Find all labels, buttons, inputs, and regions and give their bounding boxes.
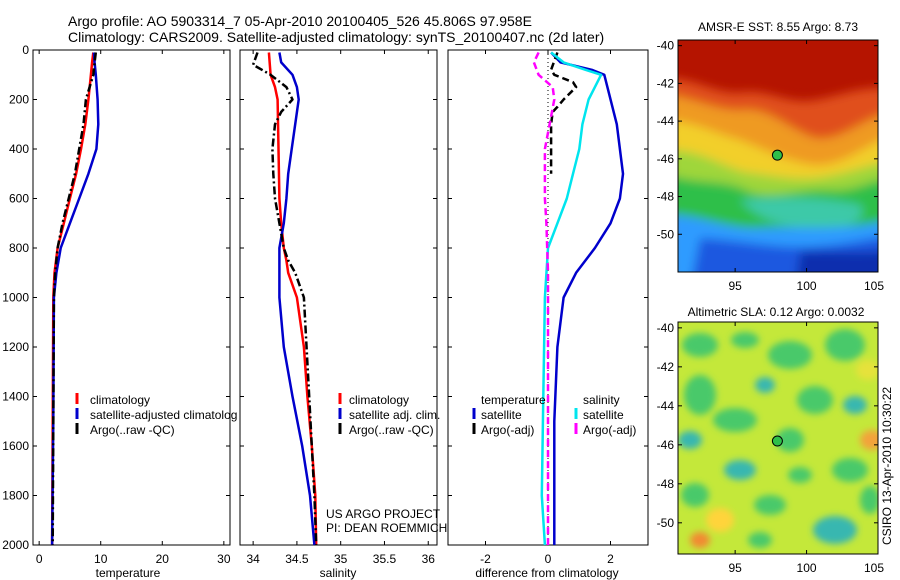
vertical-timestamp: CSIRO 13-Apr-2010 10:30:22: [880, 387, 894, 545]
temperature-panel: 0 200 400 600 800 1000 1200 1400 1600 1800 2000 0 1…: [2, 43, 237, 580]
x-tick-label: 30: [217, 552, 231, 566]
difference-y-ticks: [448, 49, 648, 546]
x-tick-label: 36: [422, 552, 436, 566]
legend-label-temp-argo: Argo(-adj): [481, 423, 534, 437]
lon-tick-label: 95: [728, 561, 742, 575]
y-tick-label: 1800: [2, 489, 29, 503]
salinity-y-ticks: [240, 49, 437, 546]
lat-tick-label: -46: [657, 438, 675, 452]
series-line-argo-raw-qc-: [51, 52, 98, 546]
sla-map-title: Altimetric SLA: 0.12 Argo: 0.0032: [688, 305, 865, 319]
series-line-argo-raw-qc-: [251, 52, 318, 546]
legend-heading-salinity: salinity: [583, 393, 620, 407]
temperature-series: [50, 52, 100, 546]
salinity-panel: 34 34.5 35 35.5 36 salinity climatology sate…: [239, 49, 447, 580]
sla-map-frame: [677, 321, 879, 555]
difference-x-ticks: -2 0 2: [480, 50, 614, 566]
y-tick-label: 200: [9, 93, 29, 107]
lat-tick-label: -40: [657, 321, 675, 335]
lat-tick-label: -40: [657, 39, 675, 53]
y-tick-label: 400: [9, 142, 29, 156]
x-tick-label: 34: [246, 552, 260, 566]
series-line-salinity-satellite: [540, 51, 603, 546]
temperature-xlabel: temperature: [96, 566, 161, 580]
x-tick-label: 10: [94, 552, 108, 566]
temperature-x-ticks: 0 10 20 30: [36, 50, 231, 566]
difference-panel: -2 0 2 difference from climatology tempera…: [447, 49, 649, 580]
y-tick-label: 1200: [2, 340, 29, 354]
salinity-xlabel: salinity: [320, 566, 357, 580]
lat-tick-label: -42: [657, 76, 675, 90]
lon-tick-label: 105: [864, 279, 884, 293]
sla-map-x-ticks: 95 100 105: [728, 322, 884, 575]
credit-pi: PI: DEAN ROEMMICH: [326, 521, 447, 535]
x-tick-label: 2: [607, 552, 614, 566]
lon-tick-label: 95: [728, 279, 742, 293]
lat-tick-label: -48: [657, 190, 675, 204]
legend-label-argo-raw: Argo(..raw -QC): [90, 423, 175, 437]
lon-tick-label: 105: [864, 561, 884, 575]
y-tick-label: 800: [9, 241, 29, 255]
lat-tick-label: -42: [657, 360, 675, 374]
difference-legend: temperature satellite Argo(-adj) salinit…: [472, 393, 636, 437]
legend-label-temp-satellite: satellite: [481, 408, 522, 422]
x-tick-label: 0: [545, 552, 552, 566]
y-tick-label: 600: [9, 192, 29, 206]
series-line-temperature-argo-adj-: [549, 52, 578, 174]
lat-tick-label: -50: [657, 516, 675, 530]
legend-label-argo-raw: Argo(..raw -QC): [349, 423, 434, 437]
salinity-plot-frame: [239, 49, 438, 546]
legend-label-climatology: climatology: [90, 393, 150, 407]
x-tick-label: 0: [36, 552, 43, 566]
y-tick-label: 2000: [2, 538, 29, 552]
lon-tick-label: 100: [797, 279, 817, 293]
figure-title-line2: Climatology: CARS2009. Satellite-adjuste…: [68, 29, 604, 45]
sst-heatmap: [678, 40, 878, 272]
temperature-plot-frame: [32, 49, 231, 546]
sla-argo-location-marker: [771, 435, 783, 447]
lat-tick-label: -46: [657, 152, 675, 166]
lat-tick-label: -44: [657, 114, 675, 128]
x-tick-label: -2: [480, 552, 491, 566]
legend-label-satellite-adj: satellite adj. clim.: [349, 408, 440, 422]
difference-series: [532, 51, 625, 546]
sst-argo-location-marker: [771, 149, 783, 161]
temperature-y-ticks: 0 200 400 600 800 1000 1200 1400 1600 1800 2000: [2, 43, 230, 552]
y-tick-label: 1400: [2, 390, 29, 404]
sst-map-title: AMSR-E SST: 8.55 Argo: 8.73: [698, 20, 858, 34]
legend-heading-temperature: temperature: [481, 393, 546, 407]
legend-label-sal-argo: Argo(-adj): [583, 423, 636, 437]
lat-tick-label: -44: [657, 399, 675, 413]
salinity-legend: climatology satellite adj. clim. Argo(..…: [338, 393, 440, 437]
series-line-salinity-argo-adj-: [532, 51, 556, 545]
x-tick-label: 34.5: [285, 552, 309, 566]
sst-map-x-ticks: 95 100 105: [728, 40, 884, 293]
x-tick-label: 35.5: [373, 552, 397, 566]
y-tick-label: 1600: [2, 439, 29, 453]
sla-map-y-ticks: -40 -42 -44 -46 -48 -50: [657, 321, 878, 530]
y-tick-label: 1000: [2, 291, 29, 305]
legend-label-climatology: climatology: [349, 393, 409, 407]
salinity-x-ticks: 34 34.5 35 35.5 36: [246, 50, 435, 566]
lat-tick-label: -50: [657, 227, 675, 241]
lat-tick-label: -48: [657, 477, 675, 491]
temperature-legend: climatology satellite-adjusted climatolo…: [75, 393, 237, 437]
series-line-temperature-satellite: [550, 51, 625, 545]
series-line-satellite-adj-clim-: [278, 52, 316, 546]
lon-tick-label: 100: [797, 561, 817, 575]
x-tick-label: 20: [156, 552, 170, 566]
sst-map-frame: [677, 39, 879, 273]
sla-map-panel: Altimetric SLA: 0.12 Argo: 0.0032: [657, 305, 885, 575]
salinity-series: [251, 52, 318, 546]
sst-map-y-ticks: -40 -42 -44 -46 -48 -50: [657, 39, 878, 241]
legend-label-satellite-adjusted: satellite-adjusted climatolog: [90, 408, 237, 422]
credit-project: US ARGO PROJECT: [326, 507, 441, 521]
y-tick-label: 0: [22, 43, 29, 57]
figure-title-line1: Argo profile: AO 5903314_7 05-Apr-2010 2…: [68, 13, 532, 29]
difference-xlabel: difference from climatology: [475, 566, 618, 580]
sst-map-panel: AMSR-E SST: 8.55 Argo: 8.73 -40 -42 -44 -46…: [657, 20, 885, 293]
x-tick-label: 35: [334, 552, 348, 566]
legend-label-sal-satellite: satellite: [583, 408, 624, 422]
